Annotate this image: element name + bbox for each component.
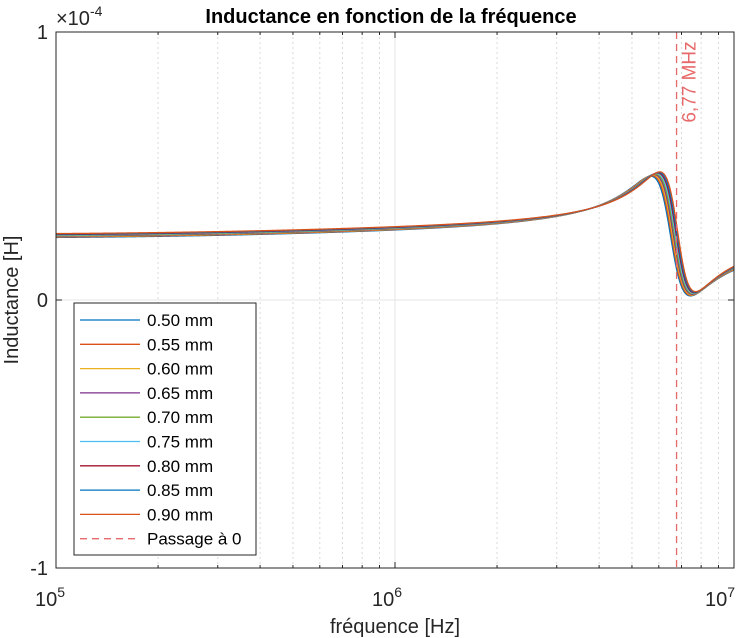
legend: 0.50 mm 0.55 mm 0.60 mm 0.65 mm 0.70 mm 0.75 … xyxy=(73,302,257,556)
legend-label: 0.60 mm xyxy=(147,360,213,379)
y-axis-label: Inductance [H] xyxy=(1,236,23,365)
annotation-label: 6,77 MHz xyxy=(680,41,701,122)
legend-label: 0.65 mm xyxy=(147,384,213,403)
legend-label: 0.80 mm xyxy=(147,457,213,476)
legend-label: 0.50 mm xyxy=(147,311,213,330)
legend-label: 0.70 mm xyxy=(147,408,213,427)
y-tick-label: -1 xyxy=(30,558,48,580)
legend-label: 0.85 mm xyxy=(147,481,213,500)
x-tick-label: 107 xyxy=(705,584,735,611)
legend-label: 0.55 mm xyxy=(147,335,213,354)
x-axis-label: fréquence [Hz] xyxy=(330,616,460,638)
y-tick-label: 1 xyxy=(37,22,48,44)
x-tick-label: 105 xyxy=(35,584,65,611)
series-line-8 xyxy=(56,171,735,293)
legend-label: 0.90 mm xyxy=(147,505,213,524)
legend-box xyxy=(73,302,257,556)
y-multiplier: ×10-4 xyxy=(56,3,103,30)
chart-title: Inductance en fonction de la fréquence xyxy=(205,6,576,28)
x-tick-label: 106 xyxy=(372,584,402,611)
y-tick-label: 0 xyxy=(37,290,48,312)
legend-label: Passage à 0 xyxy=(147,530,242,549)
legend-label: 0.75 mm xyxy=(147,433,213,452)
